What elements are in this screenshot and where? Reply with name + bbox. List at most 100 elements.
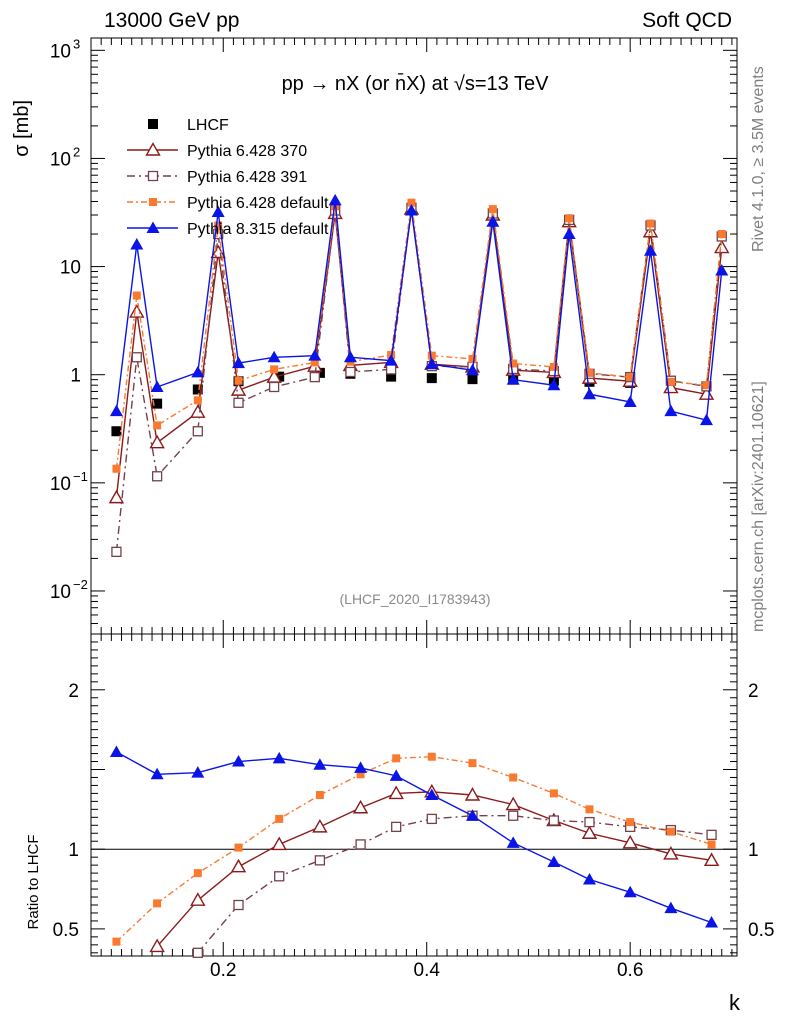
ratio-point	[506, 836, 520, 848]
data-point	[702, 381, 711, 390]
legend-label: Pythia 6.428 391	[187, 169, 307, 186]
data-point	[274, 371, 285, 382]
ratio-point	[109, 745, 123, 757]
ratio-point	[153, 899, 162, 908]
data-point	[506, 373, 520, 385]
data-point	[191, 365, 205, 378]
analysis-tag: (LHCF_2020_I1783943)	[340, 591, 491, 607]
legend: LHCF Pythia 6.428 370 Pythia 6.428 391 Pyth…	[127, 117, 329, 238]
ratio-line	[116, 751, 712, 924]
ratio-point	[547, 855, 561, 867]
data-point	[108, 489, 125, 504]
ratio-point	[314, 855, 326, 866]
legend-label: Pythia 8.315 default	[187, 221, 329, 238]
ratio-point	[464, 787, 481, 801]
ratio-tick-label-right: 2	[748, 681, 759, 702]
ratio-y-axis-title: Ratio to LHCF	[25, 834, 42, 929]
data-point	[664, 404, 678, 417]
data-point	[582, 387, 596, 400]
ratio-tick-label-left: 1	[68, 840, 79, 861]
data-point	[386, 371, 397, 382]
legend-label: Pythia 6.428 370	[187, 143, 307, 160]
ratio-tick-label-left: 2	[68, 681, 79, 702]
data-point	[150, 380, 164, 392]
x-tick-label: 0.6	[617, 960, 643, 981]
ratio-tick-label-right: 1	[748, 840, 759, 861]
y-tick-exponent: 3	[73, 36, 80, 51]
ratio-point	[271, 836, 287, 851]
data-point	[192, 384, 203, 395]
data-point	[267, 350, 281, 363]
data-point	[384, 354, 398, 366]
data-point	[310, 358, 319, 367]
ratio-point	[192, 947, 203, 958]
ratio-point	[508, 810, 519, 821]
y-tick-label: 10	[50, 474, 71, 495]
x-axis-title: k	[729, 990, 741, 1015]
ratio-point	[664, 901, 678, 914]
y-tick-label: 10	[60, 258, 81, 279]
ratio-point	[468, 759, 477, 768]
data-point	[467, 374, 478, 385]
x-tick-label: 0.2	[210, 960, 236, 981]
data-point	[488, 205, 497, 214]
ratio-point	[352, 799, 369, 814]
data-point	[270, 365, 279, 374]
data-point	[109, 404, 123, 417]
data-point	[308, 349, 322, 361]
x-tick-label: 0.4	[414, 960, 441, 981]
ratio-point	[233, 899, 244, 911]
ratio-point	[355, 839, 366, 850]
header-category-label: Soft QCD	[642, 9, 732, 32]
data-point	[152, 398, 163, 409]
y-tick-label: 10	[50, 41, 71, 62]
data-point	[465, 363, 479, 376]
data-point	[623, 395, 637, 407]
legend-marker	[148, 119, 158, 129]
data-point	[425, 357, 439, 370]
y-tick-label: 10	[50, 582, 71, 603]
data-point	[343, 350, 357, 363]
ratio-point	[272, 751, 286, 764]
data-point	[131, 352, 142, 363]
ratio-point	[666, 827, 675, 836]
data-point	[666, 377, 675, 386]
ratio-point	[274, 871, 285, 882]
data-point	[714, 239, 730, 254]
series-line	[115, 202, 723, 469]
ratio-tick-label-right: 0.5	[748, 920, 774, 941]
data-point	[642, 223, 659, 238]
ratio-point	[707, 840, 716, 849]
ratio-point	[505, 796, 521, 811]
series-layer	[108, 193, 730, 558]
data-point	[626, 373, 635, 382]
data-point	[345, 366, 356, 378]
ratio-point	[623, 885, 637, 898]
legend-marker	[149, 198, 157, 206]
data-point	[130, 238, 144, 250]
data-point	[717, 230, 726, 239]
data-point	[230, 382, 247, 396]
ratio-point	[582, 872, 596, 885]
data-point	[151, 471, 163, 482]
ratio-line	[115, 756, 712, 943]
data-point	[385, 364, 397, 375]
data-point	[111, 426, 122, 437]
plot-title: pp → nX (or n̄X) at √s=13 TeV	[282, 72, 550, 95]
data-point	[193, 396, 202, 405]
ratio-panel-frame	[90, 633, 738, 957]
legend-marker	[145, 142, 161, 156]
ratio-point	[465, 809, 479, 821]
ratio-point	[356, 770, 365, 779]
data-point	[644, 244, 658, 256]
data-point	[268, 381, 280, 393]
ratio-point	[391, 821, 402, 833]
ratio-point	[705, 916, 719, 928]
ratio-series-layer	[109, 745, 720, 958]
data-point	[192, 426, 203, 437]
legend-label: LHCF	[187, 117, 229, 134]
data-point	[585, 368, 594, 377]
data-point	[562, 227, 576, 240]
data-point	[486, 215, 500, 227]
